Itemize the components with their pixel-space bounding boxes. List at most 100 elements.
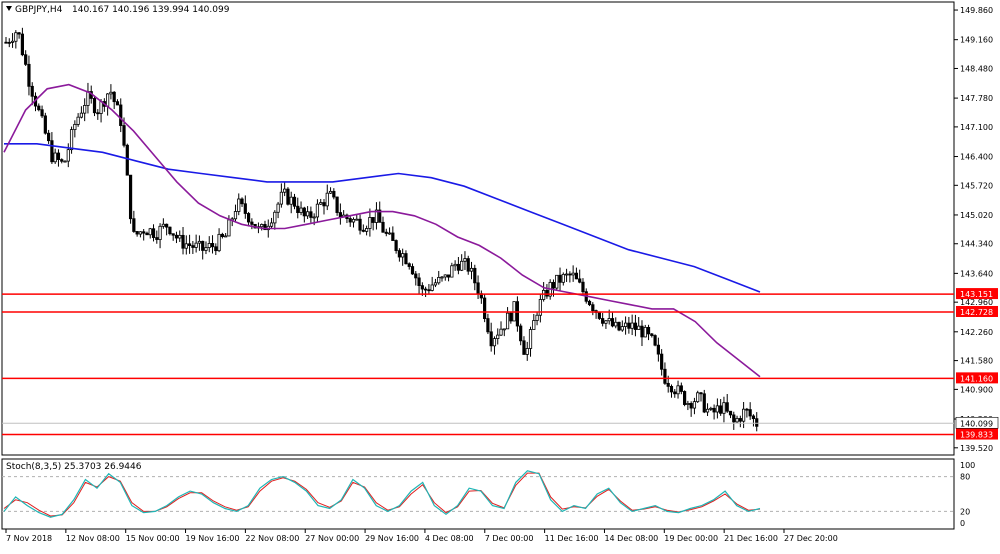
candle-body [660, 353, 664, 370]
candle-body [519, 325, 523, 342]
candle-body [751, 415, 756, 420]
candle-body [443, 274, 447, 278]
candle [145, 231, 149, 236]
candle [555, 274, 559, 292]
candle-body [528, 329, 533, 349]
candle [165, 223, 169, 236]
candle-body [168, 226, 172, 235]
x-tick-label: 11 Dec 16:00 [545, 534, 599, 543]
candle [148, 227, 152, 239]
candle-body [673, 391, 677, 395]
candle [715, 398, 719, 419]
x-tick-label: 7 Dec 00:00 [485, 534, 534, 543]
level-label: 141.160 [960, 374, 993, 383]
candle [30, 82, 34, 106]
candle-body [505, 312, 510, 330]
candle-body [47, 132, 51, 142]
candle-body [755, 418, 759, 427]
candle-body [109, 91, 113, 95]
candle [142, 228, 146, 241]
candle [237, 193, 241, 216]
candle [564, 268, 569, 282]
candle-body [558, 274, 562, 283]
candle [250, 218, 254, 230]
y-tick-label: 142.260 [960, 328, 993, 337]
candle-body [542, 289, 546, 300]
candle [735, 415, 739, 424]
candle [466, 255, 470, 275]
candle [305, 206, 310, 219]
candle-body [623, 322, 628, 327]
candle-body [407, 263, 411, 267]
candle-body [637, 325, 641, 330]
candle-body [165, 223, 169, 228]
candle-body [233, 211, 238, 220]
candle-body [305, 211, 310, 217]
candle-body [601, 318, 605, 324]
candle-body [427, 289, 431, 292]
candle [69, 126, 74, 154]
candle [646, 324, 651, 341]
candle [587, 299, 592, 307]
candle-body [476, 282, 480, 295]
x-tick-label: 12 Nov 08:00 [66, 534, 120, 543]
candle-body [522, 340, 526, 355]
candle-body [66, 149, 70, 162]
candle-body [37, 105, 41, 111]
collapse-triangle-icon[interactable] [6, 6, 12, 11]
candle-body [463, 258, 467, 262]
candle-body [381, 221, 385, 233]
candle [686, 400, 690, 411]
candle [545, 284, 549, 299]
candle-body [437, 277, 441, 284]
y-tick-label: 145.720 [960, 181, 993, 190]
candle-body [224, 235, 228, 238]
candle [650, 333, 654, 338]
candle-body [69, 129, 74, 151]
y-tick-label: 143.640 [960, 269, 993, 278]
candle-body [532, 320, 536, 330]
y-tick-label: 141.580 [960, 357, 993, 366]
candle [371, 217, 375, 231]
candle [486, 313, 490, 335]
candle [692, 397, 697, 415]
candle [581, 278, 585, 296]
candle [17, 32, 21, 39]
candle [633, 314, 638, 337]
candle-body [604, 320, 608, 324]
candle-body [378, 209, 382, 223]
candle [204, 241, 208, 255]
y-tick-label: 145.020 [960, 211, 993, 220]
candle [50, 132, 54, 164]
candle-body [355, 218, 359, 221]
candle-body [60, 159, 64, 162]
candle [705, 403, 710, 417]
moving-averages [3, 83, 761, 378]
candle-body [410, 266, 415, 275]
chart-header: GBPJPY,H4 140.167 140.196 139.994 140.09… [6, 5, 230, 15]
candle [292, 193, 297, 210]
candle [679, 382, 683, 395]
candle-body [728, 410, 733, 416]
candle-body [653, 335, 657, 346]
candle-body [201, 240, 205, 251]
candle-body [614, 321, 618, 327]
candle [10, 33, 15, 48]
candle [92, 95, 97, 117]
candle [676, 380, 680, 399]
candle [151, 224, 156, 242]
candle [571, 265, 575, 282]
candle [374, 202, 379, 230]
candle-body [20, 33, 24, 56]
candle-body [365, 228, 369, 232]
candle [489, 322, 493, 352]
candle-body [119, 104, 123, 126]
stoch-main-line [3, 470, 761, 518]
candle [417, 273, 421, 294]
candle-body [27, 63, 31, 87]
candle [279, 183, 283, 208]
candle-body [669, 385, 674, 393]
candle-body [335, 196, 339, 213]
